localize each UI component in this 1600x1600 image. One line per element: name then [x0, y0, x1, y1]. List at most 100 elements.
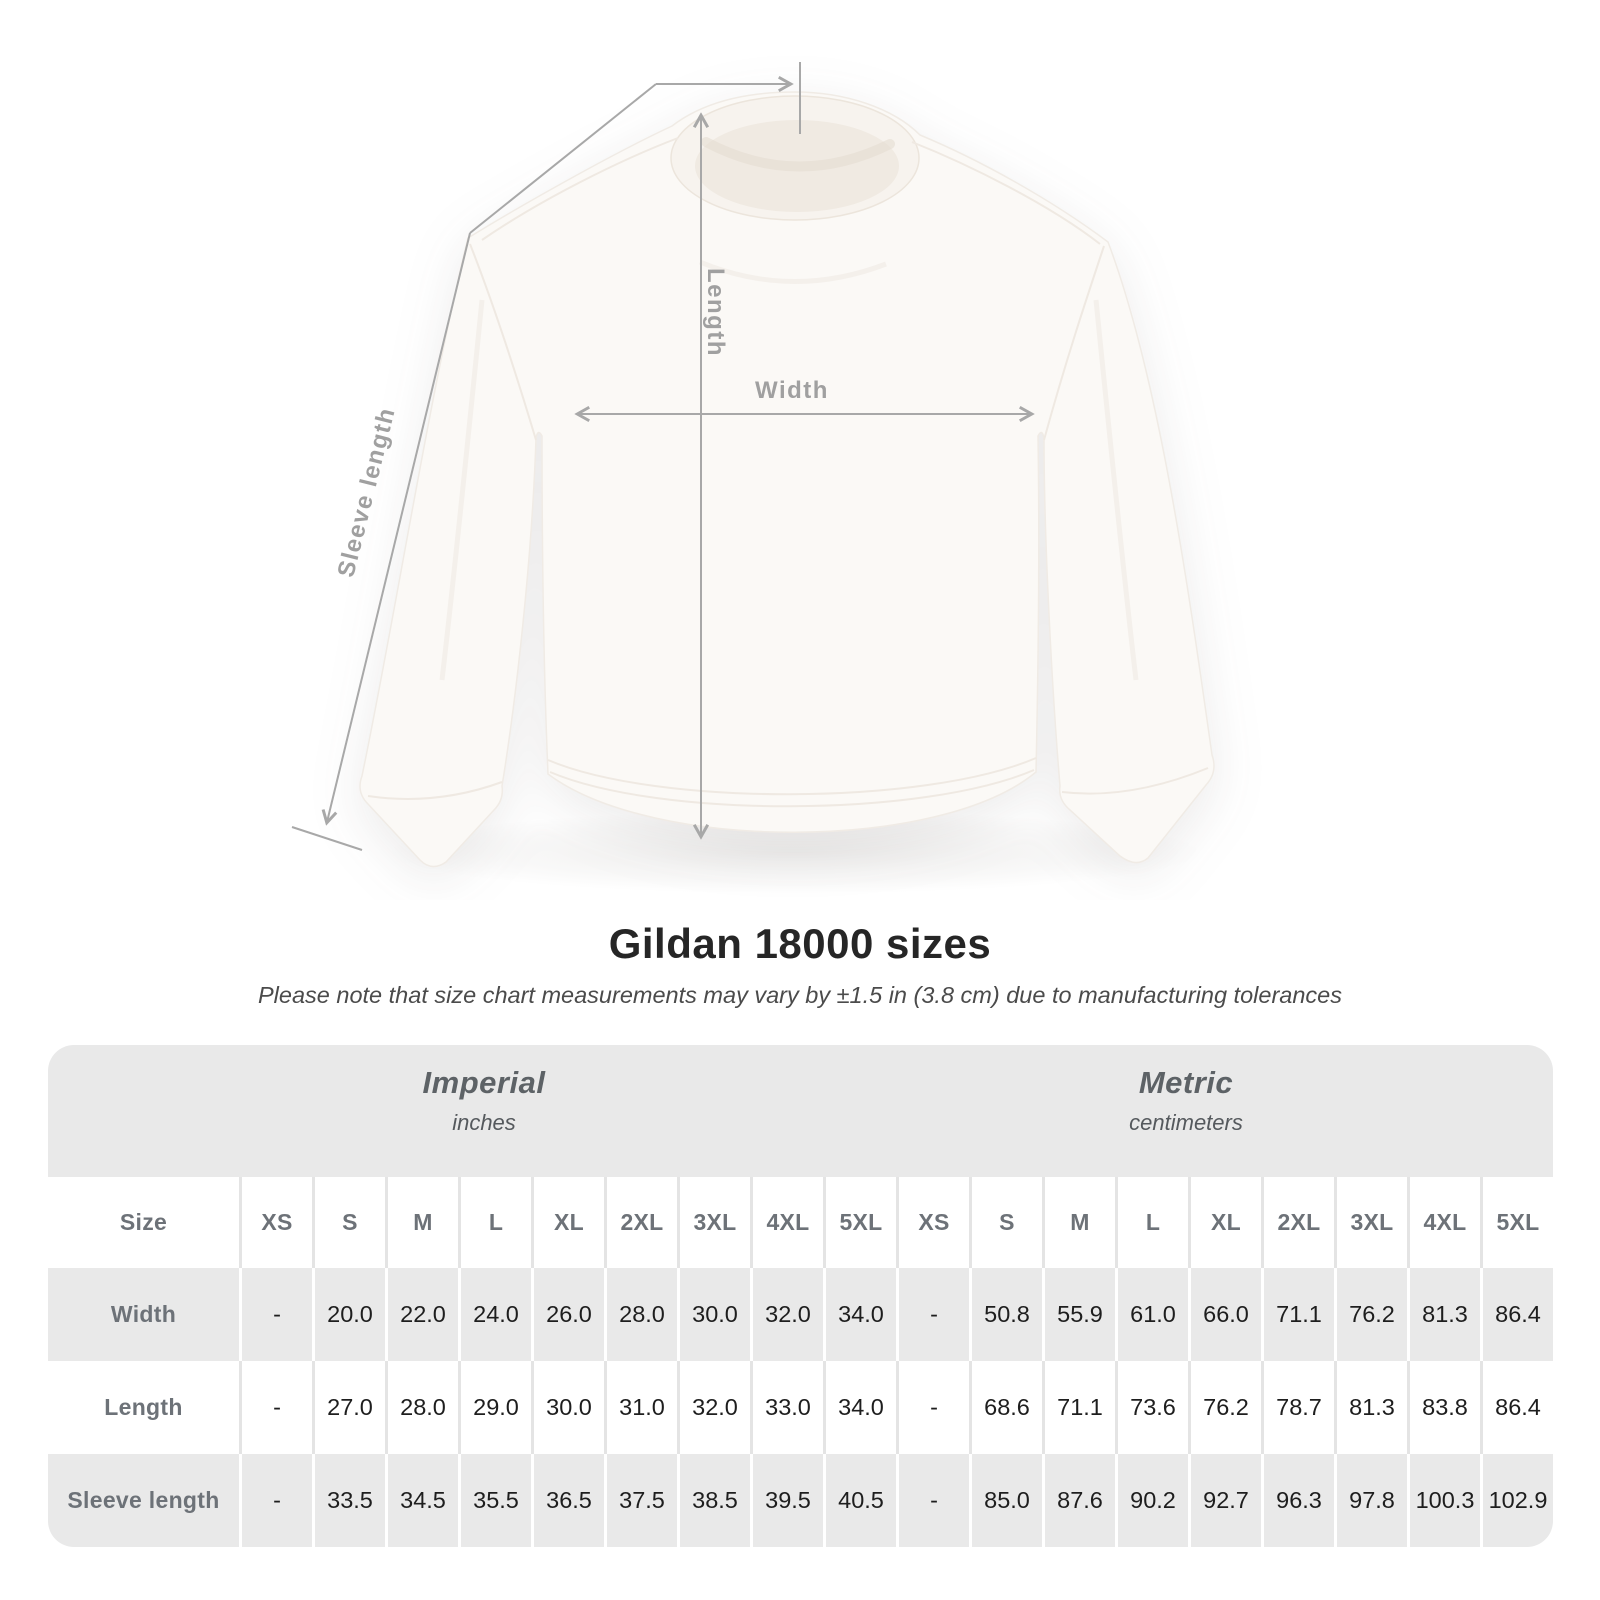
table-cell: 96.3: [1261, 1454, 1334, 1547]
table-cell: 32.0: [750, 1268, 823, 1361]
size-column-header: XS: [239, 1177, 312, 1268]
size-column-header: S: [969, 1177, 1042, 1268]
table-cell: -: [239, 1454, 312, 1547]
imperial-label: Imperial: [422, 1065, 546, 1100]
sweatshirt-illustration: Length Width Sleeve length: [291, 62, 1215, 894]
size-column-header: XL: [1188, 1177, 1261, 1268]
table-cell: -: [896, 1268, 969, 1361]
sleeve-length-arrow: [327, 232, 471, 822]
size-table-grid: Size XS S M L XL 2XL 3XL 4XL 5XL XS S M L XL 2XL 3XL 4XL 5…: [48, 1177, 1553, 1547]
unit-header-band: Imperial inches Metric centimeters: [48, 1045, 1553, 1177]
table-cell: 86.4: [1480, 1361, 1553, 1454]
table-cell: 28.0: [604, 1268, 677, 1361]
size-column-header: M: [1042, 1177, 1115, 1268]
table-cell: 20.0: [312, 1268, 385, 1361]
size-column-header: 5XL: [1480, 1177, 1553, 1268]
sleeve-bottom-tick: [291, 826, 363, 851]
table-cell: 33.5: [312, 1454, 385, 1547]
table-cell: 35.5: [458, 1454, 531, 1547]
size-column-header: 4XL: [1407, 1177, 1480, 1268]
table-cell: 102.9: [1480, 1454, 1553, 1547]
page-title: Gildan 18000 sizes: [608, 920, 992, 967]
table-cell: 71.1: [1042, 1361, 1115, 1454]
table-cell: 90.2: [1115, 1454, 1188, 1547]
imperial-unit-header: Imperial inches: [423, 1065, 546, 1136]
table-cell: 37.5: [604, 1454, 677, 1547]
size-column-header: 5XL: [823, 1177, 896, 1268]
table-cell: 76.2: [1334, 1268, 1407, 1361]
table-cell: 66.0: [1188, 1268, 1261, 1361]
size-column-header: M: [385, 1177, 458, 1268]
table-cell: 34.0: [823, 1268, 896, 1361]
size-column-header: XL: [531, 1177, 604, 1268]
table-cell: 30.0: [531, 1361, 604, 1454]
row-label: Length: [104, 1394, 183, 1420]
table-cell: 87.6: [1042, 1454, 1115, 1547]
size-column-header: 2XL: [604, 1177, 677, 1268]
size-column-header: L: [458, 1177, 531, 1268]
table-cell: 73.6: [1115, 1361, 1188, 1454]
metric-unit-label: centimeters: [1129, 1110, 1243, 1135]
size-column-header: 3XL: [1334, 1177, 1407, 1268]
table-cell: 81.3: [1334, 1361, 1407, 1454]
table-cell: 32.0: [677, 1361, 750, 1454]
table-cell: 26.0: [531, 1268, 604, 1361]
table-cell: -: [239, 1268, 312, 1361]
length-dimension-label: Length: [702, 268, 729, 357]
sleeve-length-dimension-label: Sleeve length: [333, 404, 401, 580]
size-column-header: 3XL: [677, 1177, 750, 1268]
table-cell: 38.5: [677, 1454, 750, 1547]
table-row: Sleeve length -33.5 34.5 35.5 36.5 37.5 38.5 39…: [48, 1454, 1553, 1547]
table-row: Length -27.0 28.0 29.0 30.0 31.0 32.0 33.0 34.0-…: [48, 1361, 1553, 1454]
table-row: Width -20.0 22.0 24.0 26.0 28.0 30.0 32.0 34.0-5…: [48, 1268, 1553, 1361]
table-cell: 92.7: [1188, 1454, 1261, 1547]
table-cell: 81.3: [1407, 1268, 1480, 1361]
metric-label: Metric: [1138, 1065, 1234, 1100]
table-cell: 78.7: [1261, 1361, 1334, 1454]
table-cell: -: [896, 1454, 969, 1547]
size-column-header: L: [1115, 1177, 1188, 1268]
size-column-header: XS: [896, 1177, 969, 1268]
table-cell: 76.2: [1188, 1361, 1261, 1454]
table-cell: 31.0: [604, 1361, 677, 1454]
metric-unit-header: Metric centimeters: [1129, 1065, 1243, 1136]
row-label: Sleeve length: [67, 1487, 220, 1513]
table-cell: 33.0: [750, 1361, 823, 1454]
size-column-header: 2XL: [1261, 1177, 1334, 1268]
sleeve-shoulder-segment: [469, 83, 657, 234]
measurement-lines: [291, 62, 1031, 851]
table-cell: 85.0: [969, 1454, 1042, 1547]
table-cell: 34.0: [823, 1361, 896, 1454]
sweatshirt-image: [359, 91, 1215, 868]
table-cell: -: [239, 1361, 312, 1454]
table-cell: 97.8: [1334, 1454, 1407, 1547]
table-cell: 40.5: [823, 1454, 896, 1547]
size-column-header: S: [312, 1177, 385, 1268]
size-chart-table: Imperial inches Metric centimeters Size X…: [48, 1045, 1553, 1547]
size-column-header: 4XL: [750, 1177, 823, 1268]
width-dimension-label: Width: [755, 377, 829, 404]
imperial-unit-label: inches: [452, 1110, 516, 1135]
table-cell: 71.1: [1261, 1268, 1334, 1361]
table-cell: 68.6: [969, 1361, 1042, 1454]
table-cell: 34.5: [385, 1454, 458, 1547]
size-header-row: Size XS S M L XL 2XL 3XL 4XL 5XL XS S M L XL 2XL 3XL 4XL 5…: [48, 1177, 1553, 1268]
size-header-cell: Size: [119, 1209, 168, 1235]
table-cell: 55.9: [1042, 1268, 1115, 1361]
sweatshirt-measurement-diagram: Length Width Sleeve length: [291, 62, 1215, 894]
table-cell: 30.0: [677, 1268, 750, 1361]
table-cell: 27.0: [312, 1361, 385, 1454]
table-cell: 29.0: [458, 1361, 531, 1454]
row-label: Width: [110, 1301, 177, 1327]
table-cell: 28.0: [385, 1361, 458, 1454]
table-cell: -: [896, 1361, 969, 1454]
table-cell: 24.0: [458, 1268, 531, 1361]
table-cell: 50.8: [969, 1268, 1042, 1361]
table-cell: 39.5: [750, 1454, 823, 1547]
table-cell: 86.4: [1480, 1268, 1553, 1361]
table-cell: 100.3: [1407, 1454, 1480, 1547]
garment-shadow: [385, 810, 1205, 894]
table-cell: 83.8: [1407, 1361, 1480, 1454]
tolerance-note: Please note that size chart measurements…: [258, 982, 1342, 1008]
table-cell: 36.5: [531, 1454, 604, 1547]
